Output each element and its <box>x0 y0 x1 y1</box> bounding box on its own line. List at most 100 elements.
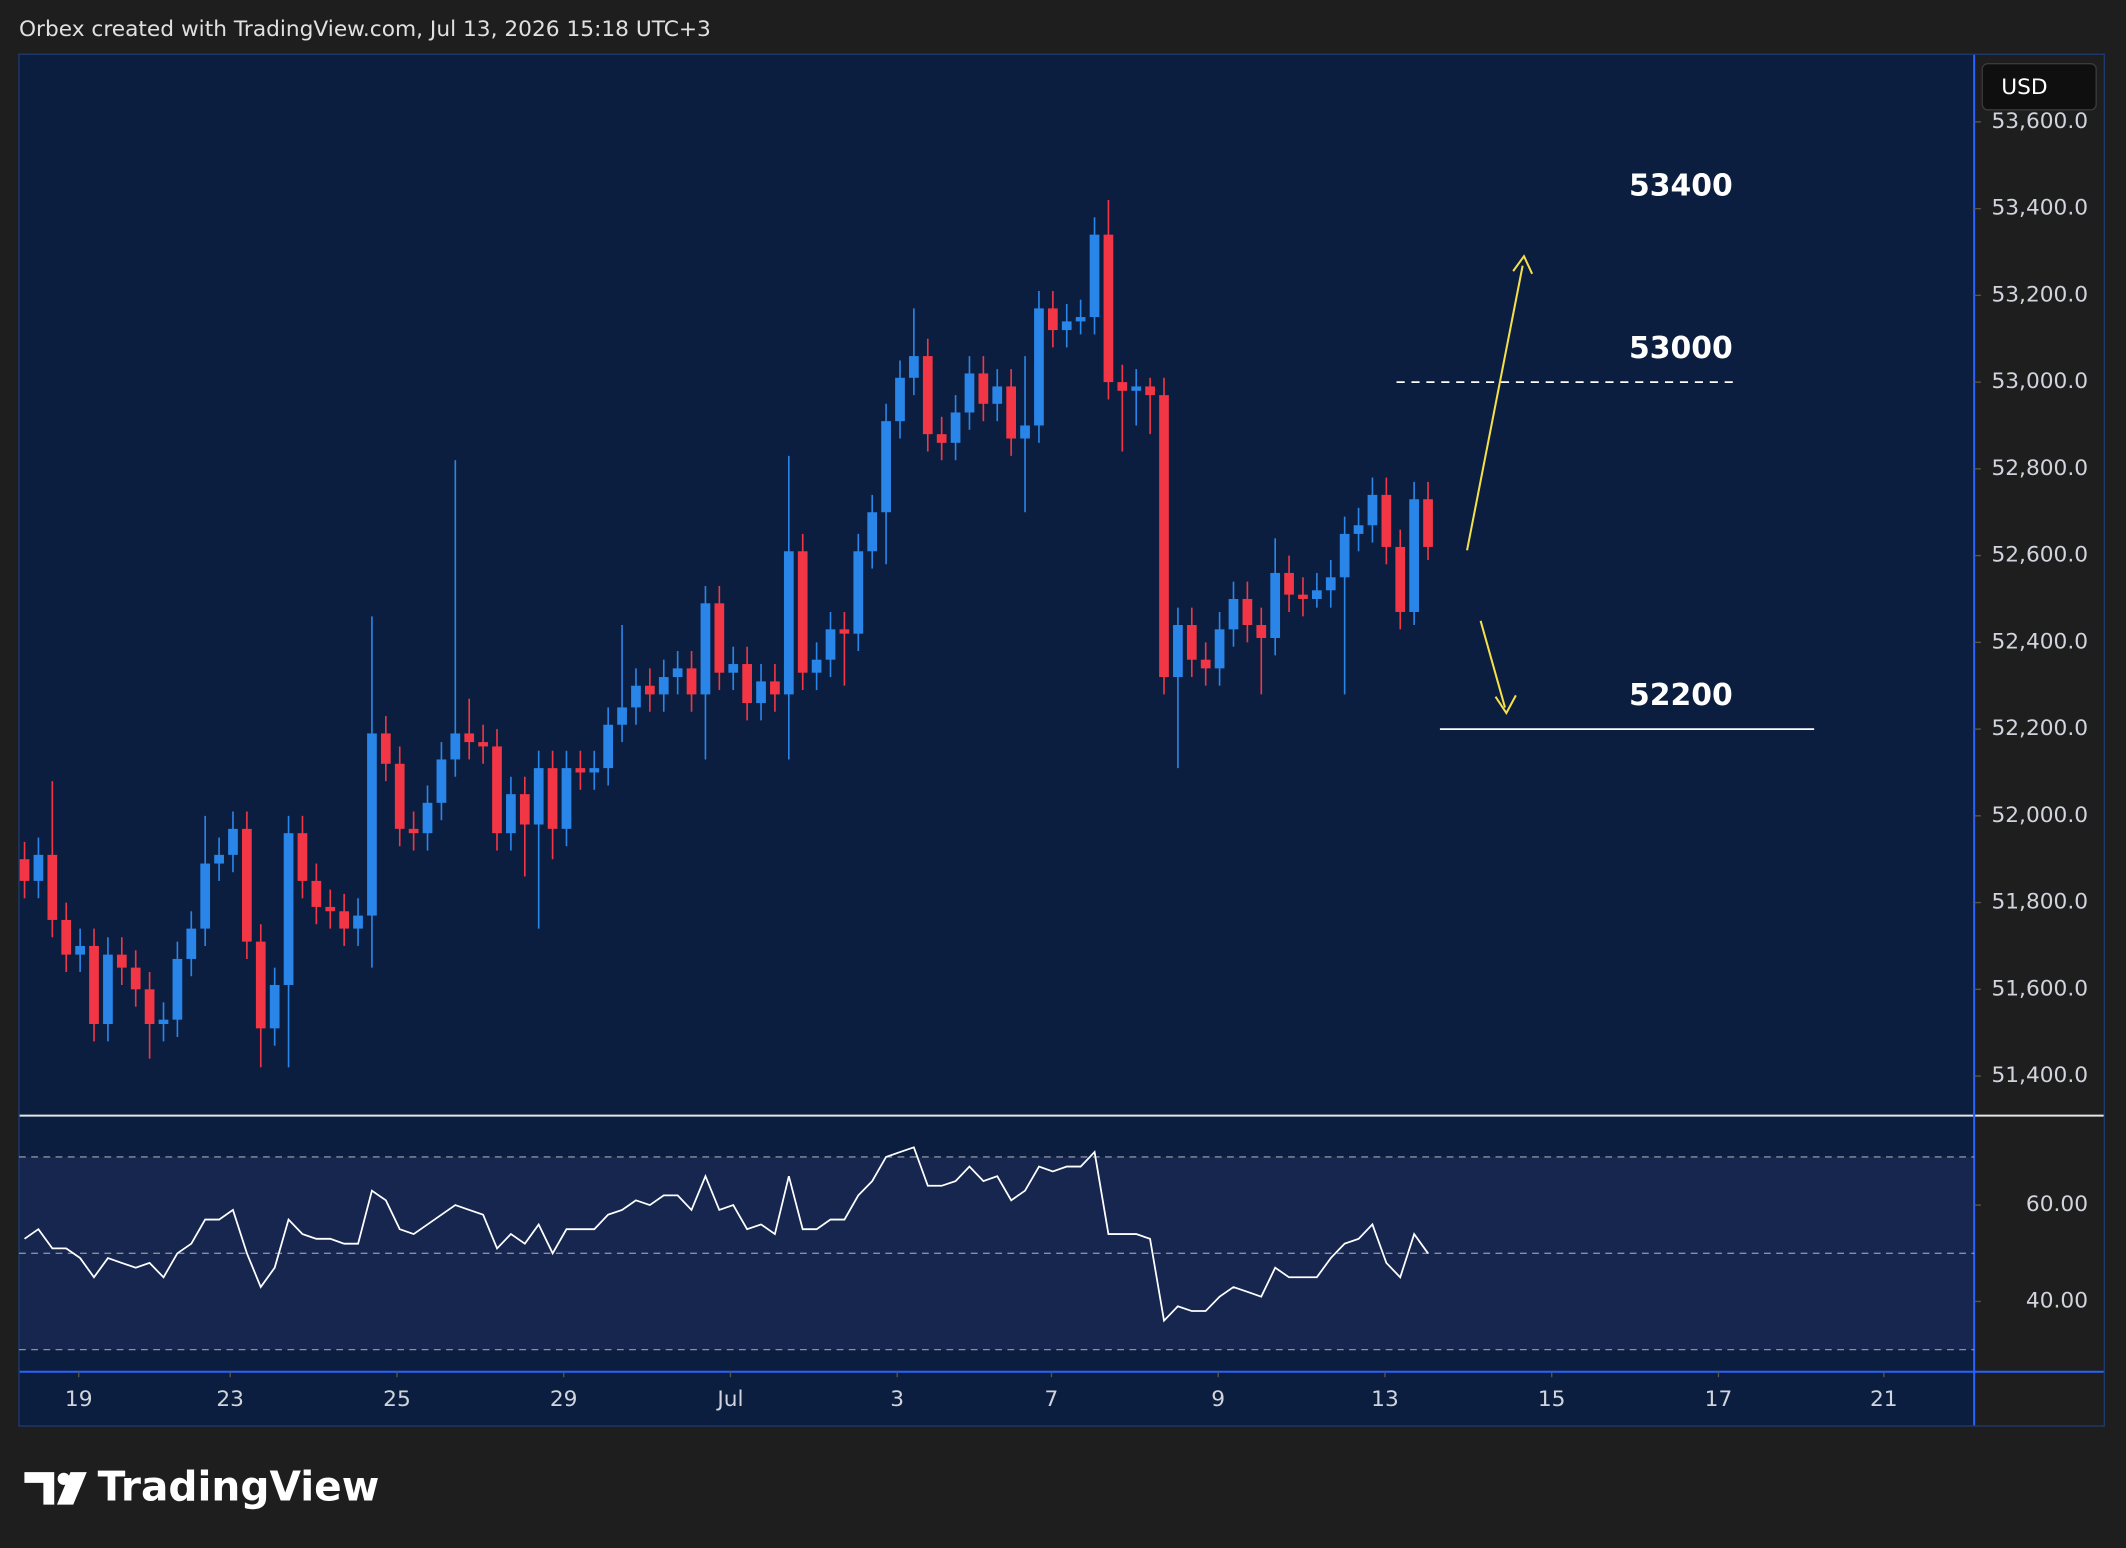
x-tick-label: 19 <box>65 1387 93 1412</box>
x-tick-label: 13 <box>1371 1387 1399 1412</box>
candle-body <box>1200 659 1211 669</box>
candle-body <box>839 629 850 634</box>
candle-body <box>186 928 197 959</box>
candle-body <box>492 746 502 834</box>
candle-body <box>1186 624 1197 660</box>
candle-body <box>436 759 447 803</box>
rsi-y-tick-label: 40.00 <box>2026 1288 2088 1313</box>
candle-body <box>1381 494 1392 547</box>
x-tick-label: 17 <box>1705 1387 1733 1412</box>
candle-body <box>1047 308 1058 331</box>
candle-body <box>228 828 238 855</box>
y-tick-label: 51,600.0 <box>1991 976 2088 1001</box>
y-tick-label: 52,600.0 <box>1991 543 2088 568</box>
y-tick-label: 52,400.0 <box>1991 629 2088 654</box>
candle-body <box>631 685 641 708</box>
level-label: 53400 <box>1629 168 1733 203</box>
level-label: 53000 <box>1629 331 1733 366</box>
candle-body <box>200 863 211 929</box>
candle-body <box>547 768 558 829</box>
candle-body <box>519 794 530 825</box>
candle-body <box>533 768 544 825</box>
candle-body <box>1159 395 1169 678</box>
candle-body <box>450 733 461 760</box>
header-text: Orbex created with TradingView.com, Jul … <box>19 17 711 42</box>
y-tick-label: 53,200.0 <box>1991 282 2088 307</box>
candle-body <box>422 802 433 834</box>
candle-body <box>756 681 766 704</box>
candle-body <box>1242 598 1253 625</box>
candle-body <box>116 954 127 968</box>
candle-body <box>1061 321 1072 331</box>
candle-body <box>297 833 308 881</box>
candle-body <box>561 768 572 829</box>
candle-body <box>1367 494 1378 526</box>
candle-body <box>964 373 975 413</box>
candle-body <box>325 906 336 912</box>
candle-body <box>478 742 488 747</box>
x-tick-label: 23 <box>216 1387 244 1412</box>
candle-body <box>1228 598 1239 630</box>
price-axis <box>1974 54 2105 1427</box>
candle-body <box>658 677 669 695</box>
candle-body <box>714 603 725 673</box>
y-tick-label: 52,000.0 <box>1991 803 2088 828</box>
candle-body <box>408 828 419 834</box>
candle-body <box>33 854 44 881</box>
x-tick-label: 15 <box>1538 1387 1566 1412</box>
candle-body <box>617 707 627 725</box>
candle-body <box>589 768 600 773</box>
logo-mark <box>56 1472 87 1505</box>
candle-body <box>283 833 294 985</box>
candle-body <box>1325 577 1336 591</box>
candle-body <box>867 512 878 552</box>
candle-body <box>172 958 183 1020</box>
candle-body <box>380 733 391 764</box>
logo-mark <box>24 1472 55 1505</box>
candle-body <box>936 434 947 443</box>
y-tick-label: 53,400.0 <box>1991 196 2088 221</box>
candle-body <box>1284 572 1294 595</box>
y-tick-label: 51,800.0 <box>1991 890 2088 915</box>
y-tick-label: 51,400.0 <box>1991 1063 2088 1088</box>
candle-body <box>1409 499 1419 612</box>
candle-body <box>47 854 58 920</box>
x-tick-label: 7 <box>1045 1387 1059 1412</box>
candle-body <box>269 984 280 1029</box>
candle-body <box>144 989 155 1025</box>
candle-body <box>742 664 752 704</box>
logo-text: TradingView <box>98 1463 380 1511</box>
candle-body <box>1423 499 1433 547</box>
candle-body <box>1006 386 1017 439</box>
level-label: 52200 <box>1629 678 1733 713</box>
candle-body <box>1103 234 1114 383</box>
candle-body <box>909 356 919 378</box>
candle-body <box>686 668 697 695</box>
up-arrowhead <box>1512 254 1534 275</box>
candle-body <box>1034 308 1044 426</box>
logo <box>24 1472 87 1505</box>
down-arrow <box>1479 620 1506 708</box>
candle-body <box>1145 386 1155 396</box>
candle-body <box>89 945 99 1025</box>
candle-body <box>367 733 377 916</box>
candle-body <box>158 1019 169 1025</box>
candle-body <box>922 356 933 435</box>
candle-body <box>339 911 350 929</box>
candle-body <box>464 733 475 743</box>
y-tick-label: 53,000.0 <box>1991 369 2088 394</box>
x-tick-label: 29 <box>550 1387 578 1412</box>
candle-body <box>978 373 989 404</box>
candle-body <box>1131 386 1142 391</box>
candle-body <box>770 681 780 695</box>
frame <box>18 53 2105 1427</box>
currency-box[interactable] <box>1981 63 2097 111</box>
candle-body <box>311 880 322 907</box>
rsi-line <box>24 1146 1429 1323</box>
candle-body <box>1173 624 1183 678</box>
x-tick-label: 25 <box>383 1387 411 1412</box>
candle-body <box>1298 594 1308 599</box>
rsi-y-tick-label: 60.00 <box>2026 1192 2088 1217</box>
